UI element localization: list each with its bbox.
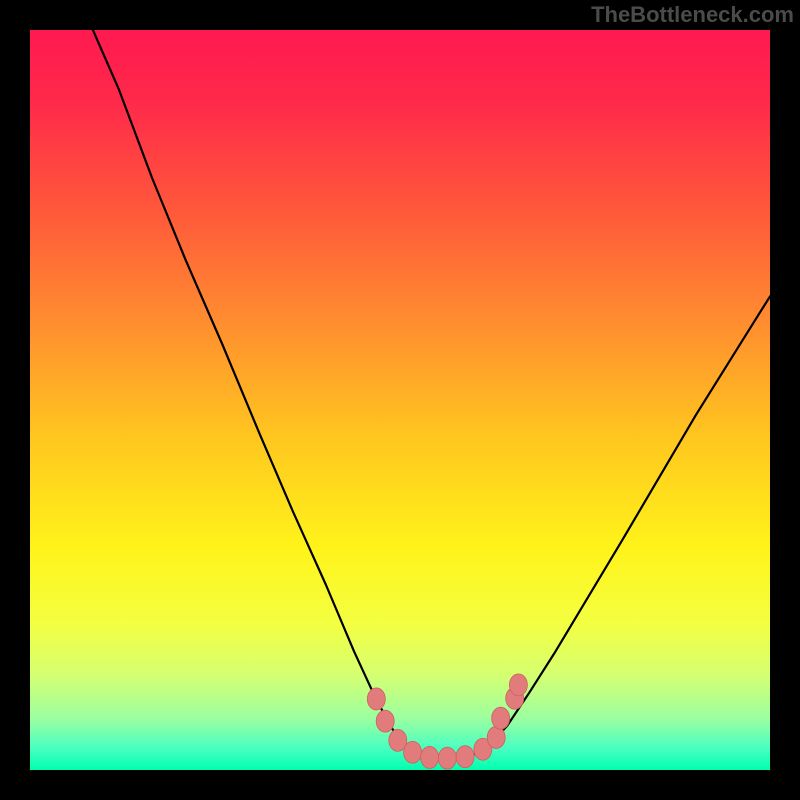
data-marker [456, 746, 474, 768]
plot-area [30, 30, 770, 770]
watermark-text: TheBottleneck.com [591, 2, 794, 28]
chart-root: { "canvas": { "width": 800, "height": 80… [0, 0, 800, 800]
data-marker [404, 741, 422, 763]
bottleneck-curve [30, 30, 770, 770]
data-marker [438, 747, 456, 769]
data-markers [367, 674, 527, 769]
data-marker [421, 746, 439, 768]
data-marker [487, 726, 505, 748]
data-marker [376, 710, 394, 732]
data-marker [367, 688, 385, 710]
data-marker [509, 674, 527, 696]
data-marker [492, 707, 510, 729]
